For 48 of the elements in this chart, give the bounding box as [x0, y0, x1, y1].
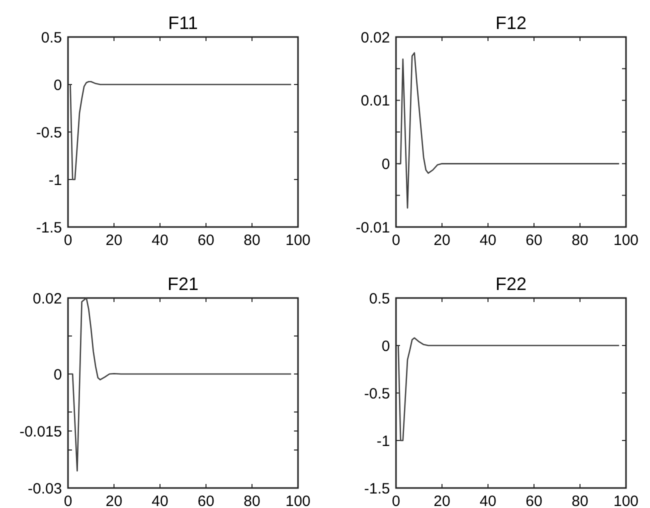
line-series — [398, 337, 620, 442]
y-tick-label: -0.5 — [36, 124, 62, 142]
y-tick-label: -1.5 — [364, 480, 390, 498]
y-tick-label: 0.5 — [41, 29, 62, 46]
x-tick-label: 100 — [613, 232, 639, 249]
y-tick-label: 0 — [54, 76, 62, 94]
y-tick-label: -0.03 — [28, 480, 62, 498]
x-tick-label: 80 — [244, 493, 260, 508]
chart-title: F12 — [495, 13, 527, 33]
x-tick-label: 0 — [392, 493, 400, 508]
x-tick-label: 100 — [285, 232, 311, 249]
x-tick-label: 20 — [434, 232, 450, 249]
x-tick-label: 0 — [64, 493, 72, 508]
x-tick-label: 20 — [106, 493, 122, 508]
y-tick-label: -0.015 — [19, 423, 62, 440]
x-tick-label: 100 — [613, 493, 639, 508]
y-tick-label: 0 — [382, 156, 390, 173]
y-tick-label: 0 — [54, 366, 62, 384]
y-tick-label: -1 — [48, 172, 62, 189]
y-tick-label: -0.01 — [356, 219, 390, 236]
y-tick-label: 0.02 — [360, 29, 390, 46]
x-tick-label: 40 — [480, 493, 496, 508]
x-tick-label: 60 — [526, 493, 542, 508]
x-tick-label: 80 — [572, 232, 588, 249]
x-tick-label: 20 — [106, 232, 122, 249]
y-tick-label: 0.01 — [360, 92, 390, 110]
chart-title: F21 — [167, 274, 199, 294]
x-tick-label: 60 — [198, 232, 214, 249]
x-tick-label: 80 — [244, 232, 260, 249]
line-series — [398, 52, 620, 209]
x-tick-label: 100 — [285, 493, 311, 508]
x-tick-label: 60 — [198, 493, 214, 508]
x-tick-label: 40 — [480, 232, 496, 249]
line-series — [70, 297, 292, 472]
y-tick-label: -1.5 — [36, 219, 62, 236]
y-tick-label: 0.02 — [32, 290, 62, 308]
y-tick-label: 0 — [382, 338, 390, 355]
x-tick-label: 40 — [152, 232, 168, 249]
y-tick-label: 0.5 — [369, 290, 390, 308]
y-tick-label: -1 — [376, 432, 390, 450]
chart-title: F11 — [168, 13, 198, 33]
x-tick-label: 60 — [526, 232, 542, 249]
x-tick-label: 20 — [434, 493, 450, 508]
x-tick-label: 40 — [152, 493, 168, 508]
y-tick-label: -0.5 — [364, 385, 390, 402]
chart-title: F22 — [495, 274, 527, 294]
line-series — [70, 81, 292, 180]
x-tick-label: 80 — [572, 493, 588, 508]
